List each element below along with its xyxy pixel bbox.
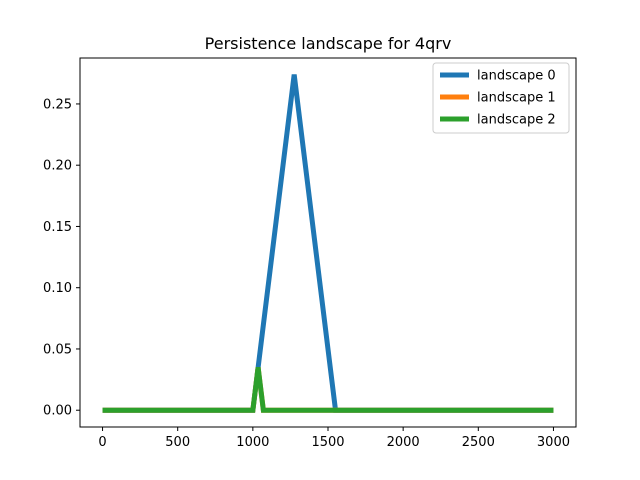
- x-tick-label: 3000: [537, 435, 570, 450]
- x-tick-label: 2000: [387, 435, 420, 450]
- y-axis: 0.00 0.05 0.10 0.15 0.20 0.25: [43, 97, 80, 419]
- plot-lines: [102, 74, 554, 413]
- x-tick-label: 1000: [236, 435, 269, 450]
- x-tick-label: 500: [165, 435, 190, 450]
- legend-label-1: landscape 1: [477, 91, 556, 106]
- y-tick-label: 0.15: [43, 220, 72, 235]
- legend-label-0: landscape 0: [477, 69, 556, 84]
- y-tick-label: 0.25: [43, 97, 72, 112]
- y-tick-label: 0.20: [43, 159, 72, 174]
- x-tick-label: 0: [98, 435, 106, 450]
- x-axis: 0 500 1000 1500 2000 2500 3000: [98, 427, 570, 450]
- y-tick-label: 0.10: [43, 281, 72, 296]
- series-line-2: [102, 367, 554, 413]
- legend-box: [432, 62, 570, 134]
- x-tick-label: 2500: [462, 435, 495, 450]
- y-tick-label: 0.05: [43, 342, 72, 357]
- chart-title: Persistence landscape for 4qrv: [205, 34, 452, 53]
- y-tick-label: 0.00: [43, 404, 72, 419]
- x-tick-label: 1500: [311, 435, 344, 450]
- legend: landscape 0 landscape 1 landscape 2: [432, 62, 570, 134]
- legend-label-2: landscape 2: [477, 113, 556, 128]
